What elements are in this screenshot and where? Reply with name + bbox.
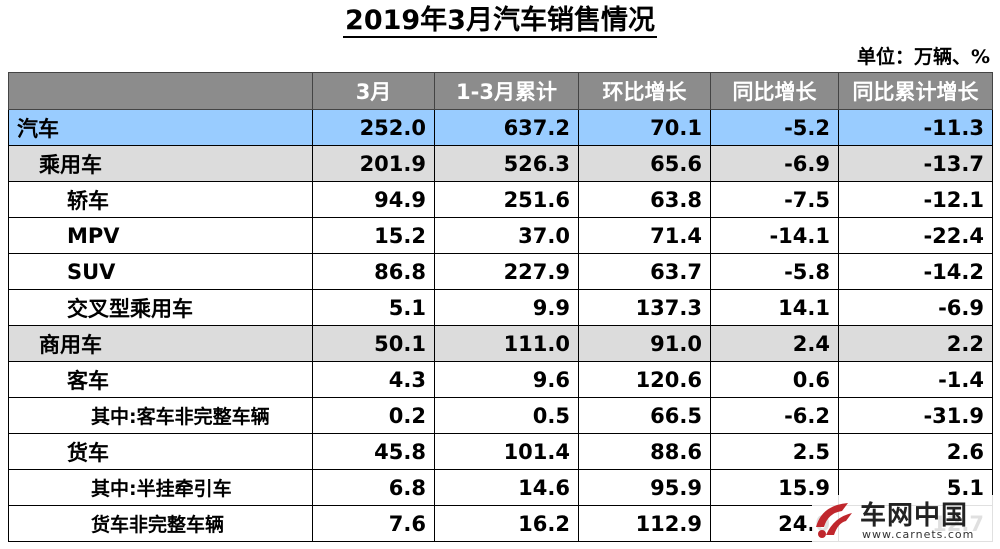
cell-value: 15.2 bbox=[312, 217, 435, 254]
row-label: 货车 bbox=[8, 433, 313, 470]
cell-value: -5.2 bbox=[710, 109, 839, 146]
table-row: 乘用车 201.9 526.3 65.6 -6.9 -13.7 bbox=[8, 145, 993, 182]
cell-value: -6.2 bbox=[710, 397, 839, 434]
cell-value: -13.7 bbox=[838, 145, 993, 182]
table-row: SUV 86.8 227.9 63.7 -5.8 -14.2 bbox=[8, 253, 993, 290]
row-label: 货车非完整车辆 bbox=[8, 505, 313, 542]
column-header-month: 3月 bbox=[312, 72, 435, 110]
watermark: 车网中国 www.carnets.com bbox=[812, 495, 994, 545]
row-label: 交叉型乘用车 bbox=[8, 289, 313, 326]
cell-value: 91.0 bbox=[578, 325, 711, 362]
cell-value: 2.2 bbox=[838, 325, 993, 362]
cell-value: -11.3 bbox=[838, 109, 993, 146]
cell-value: 16.2 bbox=[434, 505, 579, 542]
cell-value: -22.4 bbox=[838, 217, 993, 254]
table-row: 其中:半挂牵引车 6.8 14.6 95.9 15.9 5.1 bbox=[8, 469, 993, 506]
cell-value: 9.6 bbox=[434, 361, 579, 398]
cell-value: 9.9 bbox=[434, 289, 579, 326]
cell-value: 94.9 bbox=[312, 181, 435, 218]
cell-value: 14.1 bbox=[710, 289, 839, 326]
table-row: 客车 4.3 9.6 120.6 0.6 -1.4 bbox=[8, 361, 993, 398]
sales-table: 3月 1-3月累计 环比增长 同比增长 同比累计增长 汽车 252.0 637.2 7… bbox=[8, 72, 993, 542]
cell-value: 63.8 bbox=[578, 181, 711, 218]
table-row: 汽车 252.0 637.2 70.1 -5.2 -11.3 bbox=[8, 109, 993, 146]
table-row: 轿车 94.9 251.6 63.8 -7.5 -12.1 bbox=[8, 181, 993, 218]
column-header-cumulative: 1-3月累计 bbox=[434, 72, 579, 110]
cell-value: 251.6 bbox=[434, 181, 579, 218]
row-label: 其中:半挂牵引车 bbox=[8, 469, 313, 506]
cell-value: 5.1 bbox=[312, 289, 435, 326]
row-label: MPV bbox=[8, 217, 313, 254]
watermark-url: www.carnets.com bbox=[862, 528, 975, 541]
row-label: 客车 bbox=[8, 361, 313, 398]
cell-value: 6.8 bbox=[312, 469, 435, 506]
cell-value: 0.2 bbox=[312, 397, 435, 434]
table-row: 货车 45.8 101.4 88.6 2.5 2.6 bbox=[8, 433, 993, 470]
cell-value: 637.2 bbox=[434, 109, 579, 146]
cell-value: 70.1 bbox=[578, 109, 711, 146]
row-label: SUV bbox=[8, 253, 313, 290]
cell-value: -12.1 bbox=[838, 181, 993, 218]
table-row: 其中:客车非完整车辆 0.2 0.5 66.5 -6.2 -31.9 bbox=[8, 397, 993, 434]
cell-value: 137.3 bbox=[578, 289, 711, 326]
table-header-row: 3月 1-3月累计 环比增长 同比增长 同比累计增长 bbox=[8, 72, 993, 110]
row-label: 商用车 bbox=[8, 325, 313, 362]
column-header-mom: 环比增长 bbox=[578, 72, 711, 110]
table-row: 商用车 50.1 111.0 91.0 2.4 2.2 bbox=[8, 325, 993, 362]
cell-value: 71.4 bbox=[578, 217, 711, 254]
column-header-label bbox=[8, 72, 313, 110]
cell-value: 2.5 bbox=[710, 433, 839, 470]
cell-value: 86.8 bbox=[312, 253, 435, 290]
cell-value: 37.0 bbox=[434, 217, 579, 254]
cell-value: 50.1 bbox=[312, 325, 435, 362]
table-row: MPV 15.2 37.0 71.4 -14.1 -22.4 bbox=[8, 217, 993, 254]
cell-value: 0.6 bbox=[710, 361, 839, 398]
cell-value: -1.4 bbox=[838, 361, 993, 398]
cell-value: -6.9 bbox=[838, 289, 993, 326]
cell-value: 252.0 bbox=[312, 109, 435, 146]
cell-value: -14.2 bbox=[838, 253, 993, 290]
cell-value: 526.3 bbox=[434, 145, 579, 182]
cell-value: 2.6 bbox=[838, 433, 993, 470]
cell-value: 0.5 bbox=[434, 397, 579, 434]
unit-label: 单位：万辆、% bbox=[856, 46, 990, 68]
cell-value: 4.3 bbox=[312, 361, 435, 398]
cell-value: -31.9 bbox=[838, 397, 993, 434]
cell-value: -6.9 bbox=[710, 145, 839, 182]
cell-value: 88.6 bbox=[578, 433, 711, 470]
cell-value: 66.5 bbox=[578, 397, 711, 434]
row-label: 其中:客车非完整车辆 bbox=[8, 397, 313, 434]
page-title: 2019年3月汽车销售情况 bbox=[343, 5, 657, 38]
cell-value: 227.9 bbox=[434, 253, 579, 290]
row-label: 乘用车 bbox=[8, 145, 313, 182]
column-header-yoy-cumulative: 同比累计增长 bbox=[838, 72, 993, 110]
watermark-name: 车网中国 bbox=[860, 501, 969, 531]
cell-value: 65.6 bbox=[578, 145, 711, 182]
cell-value: -7.5 bbox=[710, 181, 839, 218]
cell-value: -5.8 bbox=[710, 253, 839, 290]
column-header-yoy: 同比增长 bbox=[710, 72, 839, 110]
row-label: 汽车 bbox=[8, 109, 313, 146]
cell-value: 111.0 bbox=[434, 325, 579, 362]
cell-value: 2.4 bbox=[710, 325, 839, 362]
cell-value: 120.6 bbox=[578, 361, 711, 398]
cell-value: 63.7 bbox=[578, 253, 711, 290]
row-label: 轿车 bbox=[8, 181, 313, 218]
table-row: 交叉型乘用车 5.1 9.9 137.3 14.1 -6.9 bbox=[8, 289, 993, 326]
cell-value: 101.4 bbox=[434, 433, 579, 470]
carnets-logo-icon bbox=[816, 503, 852, 538]
cell-value: 45.8 bbox=[312, 433, 435, 470]
cell-value: -14.1 bbox=[710, 217, 839, 254]
cell-value: 112.9 bbox=[578, 505, 711, 542]
cell-value: 95.9 bbox=[578, 469, 711, 506]
cell-value: 201.9 bbox=[312, 145, 435, 182]
cell-value: 14.6 bbox=[434, 469, 579, 506]
cell-value: 7.6 bbox=[312, 505, 435, 542]
